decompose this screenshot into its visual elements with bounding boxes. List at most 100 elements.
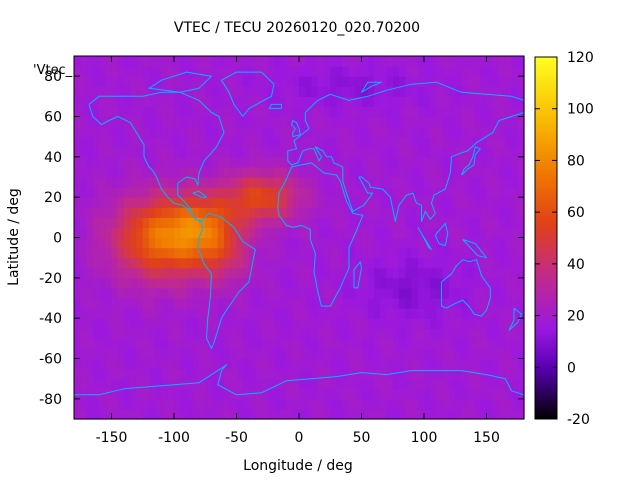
heatmap-cell bbox=[286, 136, 294, 148]
heatmap-cell bbox=[117, 287, 125, 299]
heatmap-cell bbox=[105, 358, 113, 370]
heatmap-cell bbox=[149, 217, 156, 229]
heatmap-cell bbox=[517, 328, 525, 339]
heatmap-cell bbox=[124, 177, 131, 188]
heatmap-cell bbox=[480, 358, 488, 370]
heatmap-cell bbox=[392, 247, 400, 259]
heatmap-cell bbox=[130, 318, 138, 329]
heatmap-cell bbox=[305, 408, 313, 420]
heatmap-cell bbox=[299, 398, 306, 410]
heatmap-cell bbox=[249, 166, 256, 178]
heatmap-cell bbox=[324, 227, 331, 239]
heatmap-cell bbox=[317, 116, 325, 128]
heatmap-cell bbox=[355, 66, 363, 77]
heatmap-cell bbox=[424, 177, 431, 188]
heatmap-cell bbox=[74, 106, 81, 118]
heatmap-cell bbox=[255, 247, 263, 259]
heatmap-cell bbox=[317, 156, 325, 168]
heatmap-cell bbox=[336, 106, 344, 118]
heatmap-cell bbox=[217, 368, 225, 380]
heatmap-cell bbox=[424, 247, 431, 259]
heatmap-cell bbox=[92, 56, 100, 67]
heatmap-cell bbox=[80, 86, 88, 97]
heatmap-cell bbox=[136, 368, 144, 380]
heatmap-cell bbox=[411, 146, 419, 158]
coastline bbox=[441, 259, 491, 317]
heatmap-cell bbox=[480, 126, 488, 138]
heatmap-cell bbox=[499, 348, 506, 360]
heatmap-cell bbox=[74, 156, 81, 168]
heatmap-cell bbox=[149, 277, 156, 289]
heatmap-cell bbox=[367, 277, 375, 289]
heatmap-cell bbox=[305, 197, 313, 208]
heatmap-cell bbox=[205, 126, 213, 138]
heatmap-cell bbox=[161, 56, 169, 67]
heatmap-cell bbox=[442, 177, 450, 188]
heatmap-cell bbox=[174, 287, 181, 299]
heatmap-cell bbox=[467, 368, 475, 380]
heatmap-cell bbox=[230, 358, 238, 370]
heatmap-cell bbox=[449, 116, 456, 128]
heatmap-cell bbox=[267, 368, 275, 380]
heatmap-cell bbox=[486, 197, 494, 208]
heatmap-cell bbox=[130, 146, 138, 158]
heatmap-cell bbox=[99, 76, 106, 87]
heatmap-cell bbox=[261, 378, 269, 390]
heatmap-cell bbox=[467, 76, 475, 87]
heatmap-cell bbox=[505, 106, 513, 118]
heatmap-cell bbox=[280, 86, 288, 97]
heatmap-cell bbox=[180, 348, 188, 360]
heatmap-cell bbox=[317, 76, 325, 87]
heatmap-cell bbox=[461, 66, 469, 77]
heatmap-cell bbox=[311, 187, 319, 198]
heatmap-cell bbox=[205, 328, 213, 339]
heatmap-cell bbox=[274, 76, 281, 87]
heatmap-cell bbox=[436, 126, 444, 138]
heatmap-cell bbox=[374, 146, 381, 158]
heatmap-cell bbox=[205, 146, 213, 158]
heatmap-cell bbox=[74, 348, 81, 360]
heatmap-cell bbox=[236, 257, 244, 269]
heatmap-cell bbox=[324, 398, 331, 410]
heatmap-cell bbox=[117, 398, 125, 410]
heatmap-cell bbox=[261, 368, 269, 380]
heatmap-cell bbox=[305, 187, 313, 198]
heatmap-cell bbox=[211, 197, 219, 208]
heatmap-cell bbox=[324, 247, 331, 259]
heatmap-cell bbox=[211, 166, 219, 178]
heatmap-cell bbox=[186, 197, 194, 208]
heatmap-cell bbox=[180, 358, 188, 370]
heatmap-cell bbox=[355, 217, 363, 229]
heatmap-cell bbox=[236, 318, 244, 329]
heatmap-cell bbox=[380, 298, 388, 309]
heatmap-cell bbox=[324, 177, 331, 188]
heatmap-cell bbox=[455, 116, 463, 128]
heatmap-cell bbox=[399, 96, 406, 108]
heatmap-cell bbox=[324, 217, 331, 229]
heatmap-cell bbox=[511, 66, 519, 77]
heatmap-cell bbox=[155, 398, 163, 410]
heatmap-cell bbox=[74, 398, 81, 410]
heatmap-cell bbox=[267, 56, 275, 67]
heatmap-cell bbox=[105, 166, 113, 178]
heatmap-cell bbox=[255, 358, 263, 370]
heatmap-cell bbox=[349, 56, 356, 67]
heatmap-cell bbox=[149, 76, 156, 87]
heatmap-cell bbox=[511, 368, 519, 380]
heatmap-cell bbox=[424, 328, 431, 339]
heatmap-cell bbox=[424, 76, 431, 87]
heatmap-cell bbox=[336, 358, 344, 370]
heatmap-cell bbox=[392, 116, 400, 128]
heatmap-cell bbox=[167, 197, 175, 208]
heatmap-cell bbox=[399, 398, 406, 410]
heatmap-cell bbox=[192, 86, 200, 97]
heatmap-cell bbox=[230, 56, 238, 67]
heatmap-cell bbox=[161, 66, 169, 77]
heatmap-cell bbox=[211, 267, 219, 279]
heatmap-cell bbox=[105, 328, 113, 339]
heatmap-cell bbox=[311, 66, 319, 77]
heatmap-cell bbox=[267, 277, 275, 289]
heatmap-cell bbox=[236, 398, 244, 410]
heatmap-cell bbox=[267, 86, 275, 97]
heatmap-cell bbox=[305, 56, 313, 67]
